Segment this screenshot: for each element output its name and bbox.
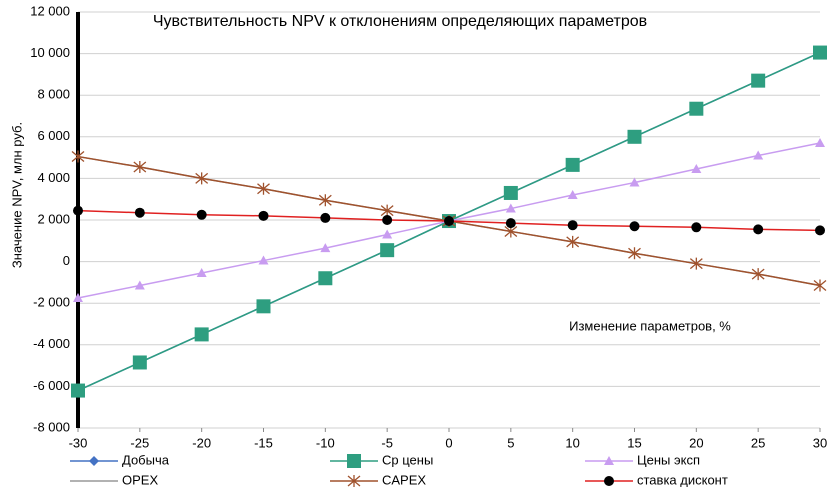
marker	[751, 73, 766, 88]
marker	[815, 138, 825, 148]
marker	[320, 243, 331, 253]
marker	[256, 299, 271, 314]
y-tick-label: 4 000	[37, 170, 70, 185]
marker	[196, 209, 207, 220]
x-tick-label: -30	[69, 435, 88, 450]
marker	[320, 212, 331, 223]
legend-marker	[604, 476, 614, 486]
marker	[134, 280, 145, 290]
y-tick-label: 2 000	[37, 211, 70, 226]
legend-marker	[604, 456, 614, 465]
marker	[258, 255, 269, 265]
marker	[444, 216, 454, 227]
marker	[133, 160, 147, 173]
marker	[382, 215, 393, 225]
x-tick-label: 20	[689, 435, 703, 450]
y-tick-label: -2 000	[33, 295, 70, 310]
marker	[689, 101, 704, 116]
marker	[132, 355, 147, 370]
marker	[505, 218, 516, 229]
marker	[629, 221, 640, 232]
y-tick-label: 10 000	[30, 45, 70, 60]
marker	[503, 185, 518, 200]
marker	[257, 182, 270, 195]
marker	[380, 204, 394, 217]
legend-marker	[89, 456, 99, 466]
marker	[691, 164, 702, 174]
legend-label: OPEX	[122, 472, 158, 487]
y-axis-label: Значение NPV, млн руб.	[9, 122, 24, 268]
legend-label: Цены эксп	[637, 452, 700, 467]
marker	[567, 190, 578, 200]
x-tick-label: -10	[316, 435, 335, 450]
x-tick-label: -15	[254, 435, 273, 450]
marker	[753, 150, 764, 160]
x-tick-label: 0	[445, 435, 452, 450]
marker	[815, 225, 825, 236]
legend-marker	[347, 475, 361, 487]
legend-label: ставка дисконт	[637, 472, 728, 487]
marker	[380, 243, 395, 258]
y-tick-label: 0	[63, 253, 70, 268]
x-tick-label: -25	[130, 435, 149, 450]
marker	[382, 229, 393, 239]
y-tick-label: -8 000	[33, 419, 70, 434]
legend-marker	[347, 454, 361, 468]
marker	[318, 271, 333, 286]
y-tick-label: 6 000	[37, 128, 70, 143]
legend-label: CAPEX	[382, 472, 426, 487]
marker	[628, 247, 641, 260]
marker	[258, 210, 269, 221]
marker	[691, 222, 702, 233]
marker	[194, 327, 209, 342]
y-tick-label: 12 000	[30, 3, 70, 18]
legend-label: Ср цены	[382, 452, 433, 467]
marker	[73, 293, 83, 302]
marker	[71, 150, 85, 163]
marker	[318, 194, 332, 207]
x-tick-label: 15	[627, 435, 641, 450]
y-tick-label: -6 000	[33, 378, 70, 393]
y-tick-label: -4 000	[33, 336, 70, 351]
marker	[73, 205, 83, 216]
marker	[195, 172, 209, 185]
marker	[813, 45, 827, 60]
x-tick-label: -5	[381, 435, 393, 450]
marker	[134, 207, 145, 218]
marker	[813, 279, 827, 292]
marker	[627, 129, 642, 144]
marker	[751, 268, 765, 281]
marker	[505, 203, 516, 213]
x-tick-label: 25	[751, 435, 765, 450]
legend-label: Добыча	[122, 452, 170, 467]
marker	[689, 257, 703, 270]
marker	[196, 268, 207, 278]
x-axis-label: Изменение параметров, %	[569, 318, 731, 333]
x-tick-label: 5	[507, 435, 514, 450]
marker	[565, 157, 580, 172]
x-tick-label: -20	[192, 435, 211, 450]
x-tick-label: 10	[565, 435, 579, 450]
marker	[567, 220, 578, 231]
chart-title: Чувствительность NPV к отклонениям опред…	[152, 13, 648, 30]
x-tick-label: 30	[813, 435, 827, 450]
marker	[753, 224, 764, 235]
y-tick-label: 8 000	[37, 87, 70, 102]
marker	[566, 235, 580, 248]
marker	[629, 177, 640, 187]
marker	[71, 383, 85, 398]
